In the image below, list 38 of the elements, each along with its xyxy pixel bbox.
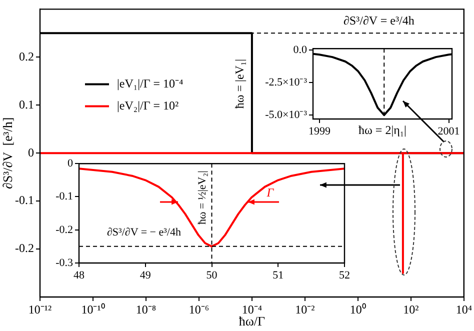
- y-axis-title: ħω = |eV₁|: [232, 58, 246, 109]
- y-tick-label: -2.5×10⁻³: [265, 76, 308, 88]
- y-tick-label: 0.1: [19, 97, 34, 112]
- y-tick-label: -0.1: [56, 190, 73, 203]
- x-tick-label: 2001: [438, 125, 460, 138]
- ref-line-label: ħω = ½|eV₂|: [196, 170, 209, 224]
- x-tick-label: 49: [140, 269, 152, 282]
- x-tick-label: 1999: [308, 125, 331, 138]
- x-tick-label: 10⁻¹²: [28, 302, 52, 316]
- x-tick-label: 10⁰: [350, 302, 366, 316]
- y-axis-title: ∂S³/∂V [e³/h]: [0, 117, 16, 189]
- x-tick-label: 10⁻⁴: [242, 302, 262, 316]
- y-tick-label: -5.0×10⁻³: [265, 108, 308, 121]
- ref-line-label: ∂S³/∂V = e³/4h: [343, 13, 414, 28]
- y-tick-label: 0: [68, 157, 74, 170]
- x-tick-label: 51: [272, 269, 284, 282]
- legend-label: |eV₁|/Γ = 10⁻⁴: [117, 76, 184, 90]
- x-tick-label: 10⁴: [456, 302, 472, 316]
- y-tick-label: -0.2: [56, 224, 73, 236]
- x-axis-title: ħω = 2|η₁|: [358, 122, 406, 137]
- y-tick-label: 0.2: [19, 49, 34, 64]
- y-tick-label: -0.3: [56, 256, 74, 269]
- x-tick-label: 10⁻²: [295, 302, 316, 316]
- x-axis-title: ħω/Γ: [238, 314, 266, 329]
- x-tick-label: 10⁻⁸: [136, 302, 156, 316]
- x-tick-label: 48: [74, 269, 85, 282]
- x-tick-label: 10⁻⁶: [188, 302, 210, 316]
- annotation: Γ: [266, 186, 275, 200]
- x-tick-label: 10²: [403, 302, 420, 316]
- y-tick-label: -0.2: [15, 241, 34, 256]
- y-tick-label: -0.1: [15, 193, 34, 208]
- x-tick-label: 50: [206, 269, 218, 282]
- x-tick-label: 10⁻¹⁰: [81, 302, 105, 316]
- ref-line-label: ∂S³/∂V = − e³/4h: [107, 226, 182, 238]
- x-tick-label: 52: [339, 269, 350, 282]
- y-tick-label: 0: [28, 145, 34, 160]
- y-tick-label: 0.0: [293, 44, 308, 56]
- legend-label: |eV₂|/Γ = 10²: [117, 98, 180, 112]
